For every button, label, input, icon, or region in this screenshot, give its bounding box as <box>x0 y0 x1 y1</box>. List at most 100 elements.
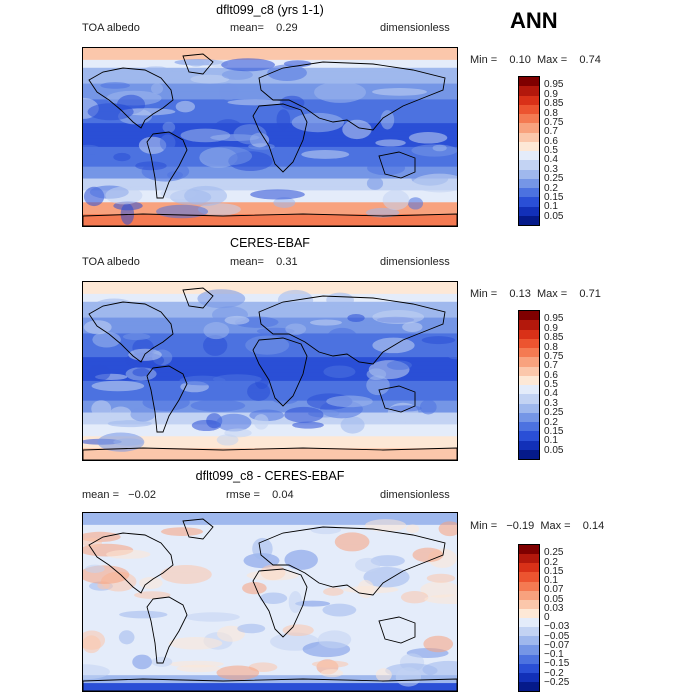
colorbar-tick-label: 0 <box>544 612 550 623</box>
coastline <box>83 678 457 691</box>
map-field-blob <box>224 315 250 325</box>
colorbar-swatch <box>519 618 539 628</box>
map-field-blob <box>363 566 410 588</box>
map-band <box>83 513 457 518</box>
map-field-blob <box>382 189 410 211</box>
colorbar-swatch <box>519 366 539 376</box>
map-band <box>83 671 457 676</box>
panel-2-mean-label: mean= 0.31 <box>230 256 298 268</box>
panel-1-min-max: Min = 0.10 Max = 0.74 <box>470 54 601 66</box>
map-field-blob <box>184 185 228 206</box>
coastline <box>88 67 174 129</box>
map-field-blob <box>253 414 269 430</box>
map-band <box>83 186 457 191</box>
colorbar-tick-label: 0.03 <box>544 602 564 614</box>
map-band <box>83 675 457 680</box>
panel-2-map <box>82 281 458 461</box>
map-band <box>83 452 457 457</box>
map-field-blob <box>132 368 151 377</box>
colorbar-tick-label: 0.85 <box>544 332 564 344</box>
colorbar-tick-label: 0.95 <box>544 79 564 91</box>
colorbar-swatch <box>519 627 539 637</box>
map-band <box>83 520 457 526</box>
map-band <box>83 83 457 89</box>
map-band <box>83 210 457 215</box>
colorbar-swatch <box>519 375 539 385</box>
map-field-blob <box>135 161 167 171</box>
map-field-blob <box>237 623 266 634</box>
map-field-blob <box>200 146 253 166</box>
map-band <box>83 683 457 688</box>
map-band <box>83 615 457 621</box>
map-band <box>83 532 457 538</box>
map-band <box>83 376 457 382</box>
map-band <box>83 55 457 61</box>
map-band <box>83 127 457 132</box>
map-band <box>83 111 457 116</box>
colorbar-swatch <box>519 681 539 691</box>
map-band <box>83 285 457 291</box>
map-field-blob <box>203 334 228 356</box>
panel-3-rmse-label: rmse = 0.04 <box>226 489 294 501</box>
map-field-blob <box>216 434 239 446</box>
map-field-blob <box>167 171 183 179</box>
colorbar-swatch <box>519 86 539 96</box>
map-field-blob <box>279 95 305 110</box>
season-label: ANN <box>510 8 558 33</box>
map-band <box>83 392 457 398</box>
colorbar-swatch <box>519 590 539 600</box>
colorbar-tick-label: 0.2 <box>544 182 558 194</box>
colorbar-tick-label: 0.3 <box>544 397 558 409</box>
map-field-blob <box>380 110 395 130</box>
map-band <box>83 289 457 295</box>
map-field-blob <box>309 319 342 326</box>
coastline <box>88 301 174 363</box>
panel-1-mean-label: mean= 0.29 <box>230 22 298 34</box>
map-field-blob <box>246 570 299 581</box>
map-field-blob <box>227 99 283 106</box>
map-band <box>83 206 457 211</box>
panel-3-mean-label: mean = −0.02 <box>82 489 156 501</box>
map-field-blob <box>402 322 423 333</box>
map-field-blob <box>386 360 412 370</box>
coastline <box>182 53 214 75</box>
map-field-blob <box>132 654 152 670</box>
map-band <box>83 607 457 613</box>
map-field <box>83 282 457 460</box>
map-field-blob <box>357 579 375 599</box>
colorbar-swatch <box>519 440 539 450</box>
map-field-blob <box>326 292 354 308</box>
coastline <box>146 365 188 433</box>
coastline <box>252 103 308 173</box>
map-band <box>83 170 457 176</box>
map-field-blob <box>364 519 407 532</box>
coastline <box>88 532 174 594</box>
colorbar-swatch <box>519 357 539 367</box>
map-field-blob <box>250 189 305 200</box>
map-field-blob <box>122 333 151 341</box>
map-field-blob <box>412 173 457 193</box>
map-band <box>83 384 457 390</box>
map-band <box>83 182 457 188</box>
map-field-blob <box>423 635 454 653</box>
map-field-blob <box>212 374 262 385</box>
colorbar-swatch <box>519 329 539 339</box>
map-field-blob <box>334 532 370 552</box>
map-field-blob <box>400 590 429 604</box>
map-field-blob <box>168 637 223 650</box>
map-field-blob <box>221 69 253 80</box>
map-field-blob <box>432 144 447 152</box>
map-field-blob <box>438 521 457 537</box>
map-field-blob <box>203 322 230 340</box>
coastline <box>83 447 457 460</box>
map-field-blob <box>91 380 145 392</box>
map-band <box>83 309 457 315</box>
map-field-blob <box>190 74 230 84</box>
map-field-blob <box>311 660 349 668</box>
map-field-blob <box>366 368 387 381</box>
colorbar-tick-label: 0.9 <box>544 88 558 100</box>
coastline <box>146 131 188 199</box>
colorbar-swatch <box>519 311 539 321</box>
map-field-blob <box>291 112 345 133</box>
map-field-blob <box>92 298 136 317</box>
